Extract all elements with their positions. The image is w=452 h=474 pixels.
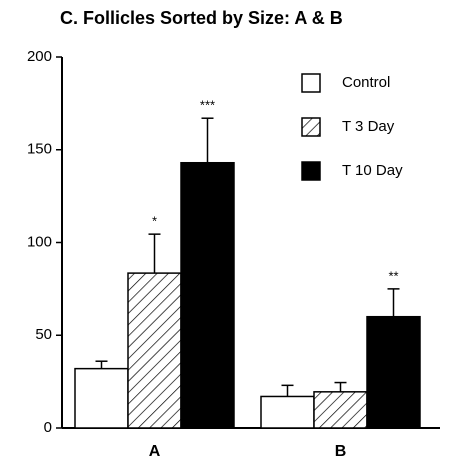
y-tick-label: 200 — [27, 48, 52, 65]
legend-swatch — [301, 161, 321, 181]
bar — [313, 391, 368, 429]
y-tick-label: 150 — [27, 141, 52, 158]
bar — [127, 272, 182, 429]
bar — [260, 395, 315, 429]
legend-label: T 3 Day — [342, 118, 395, 135]
legend-label: T 10 Day — [342, 162, 403, 179]
y-tick-label: 50 — [35, 326, 52, 343]
x-tick-label: B — [335, 443, 347, 460]
legend-swatch — [301, 73, 321, 93]
chart-title: C. Follicles Sorted by Size: A & B — [60, 8, 343, 28]
significance-label: * — [152, 214, 157, 229]
y-tick-label: 100 — [27, 233, 52, 250]
x-tick-label: A — [149, 443, 161, 460]
bar — [180, 161, 235, 429]
y-tick-label: 0 — [44, 419, 52, 436]
bar — [366, 315, 421, 429]
legend-label: Control — [342, 74, 390, 91]
significance-label: ** — [388, 268, 398, 283]
legend-swatch — [301, 117, 321, 137]
significance-label: *** — [200, 98, 215, 113]
bar — [74, 367, 129, 429]
